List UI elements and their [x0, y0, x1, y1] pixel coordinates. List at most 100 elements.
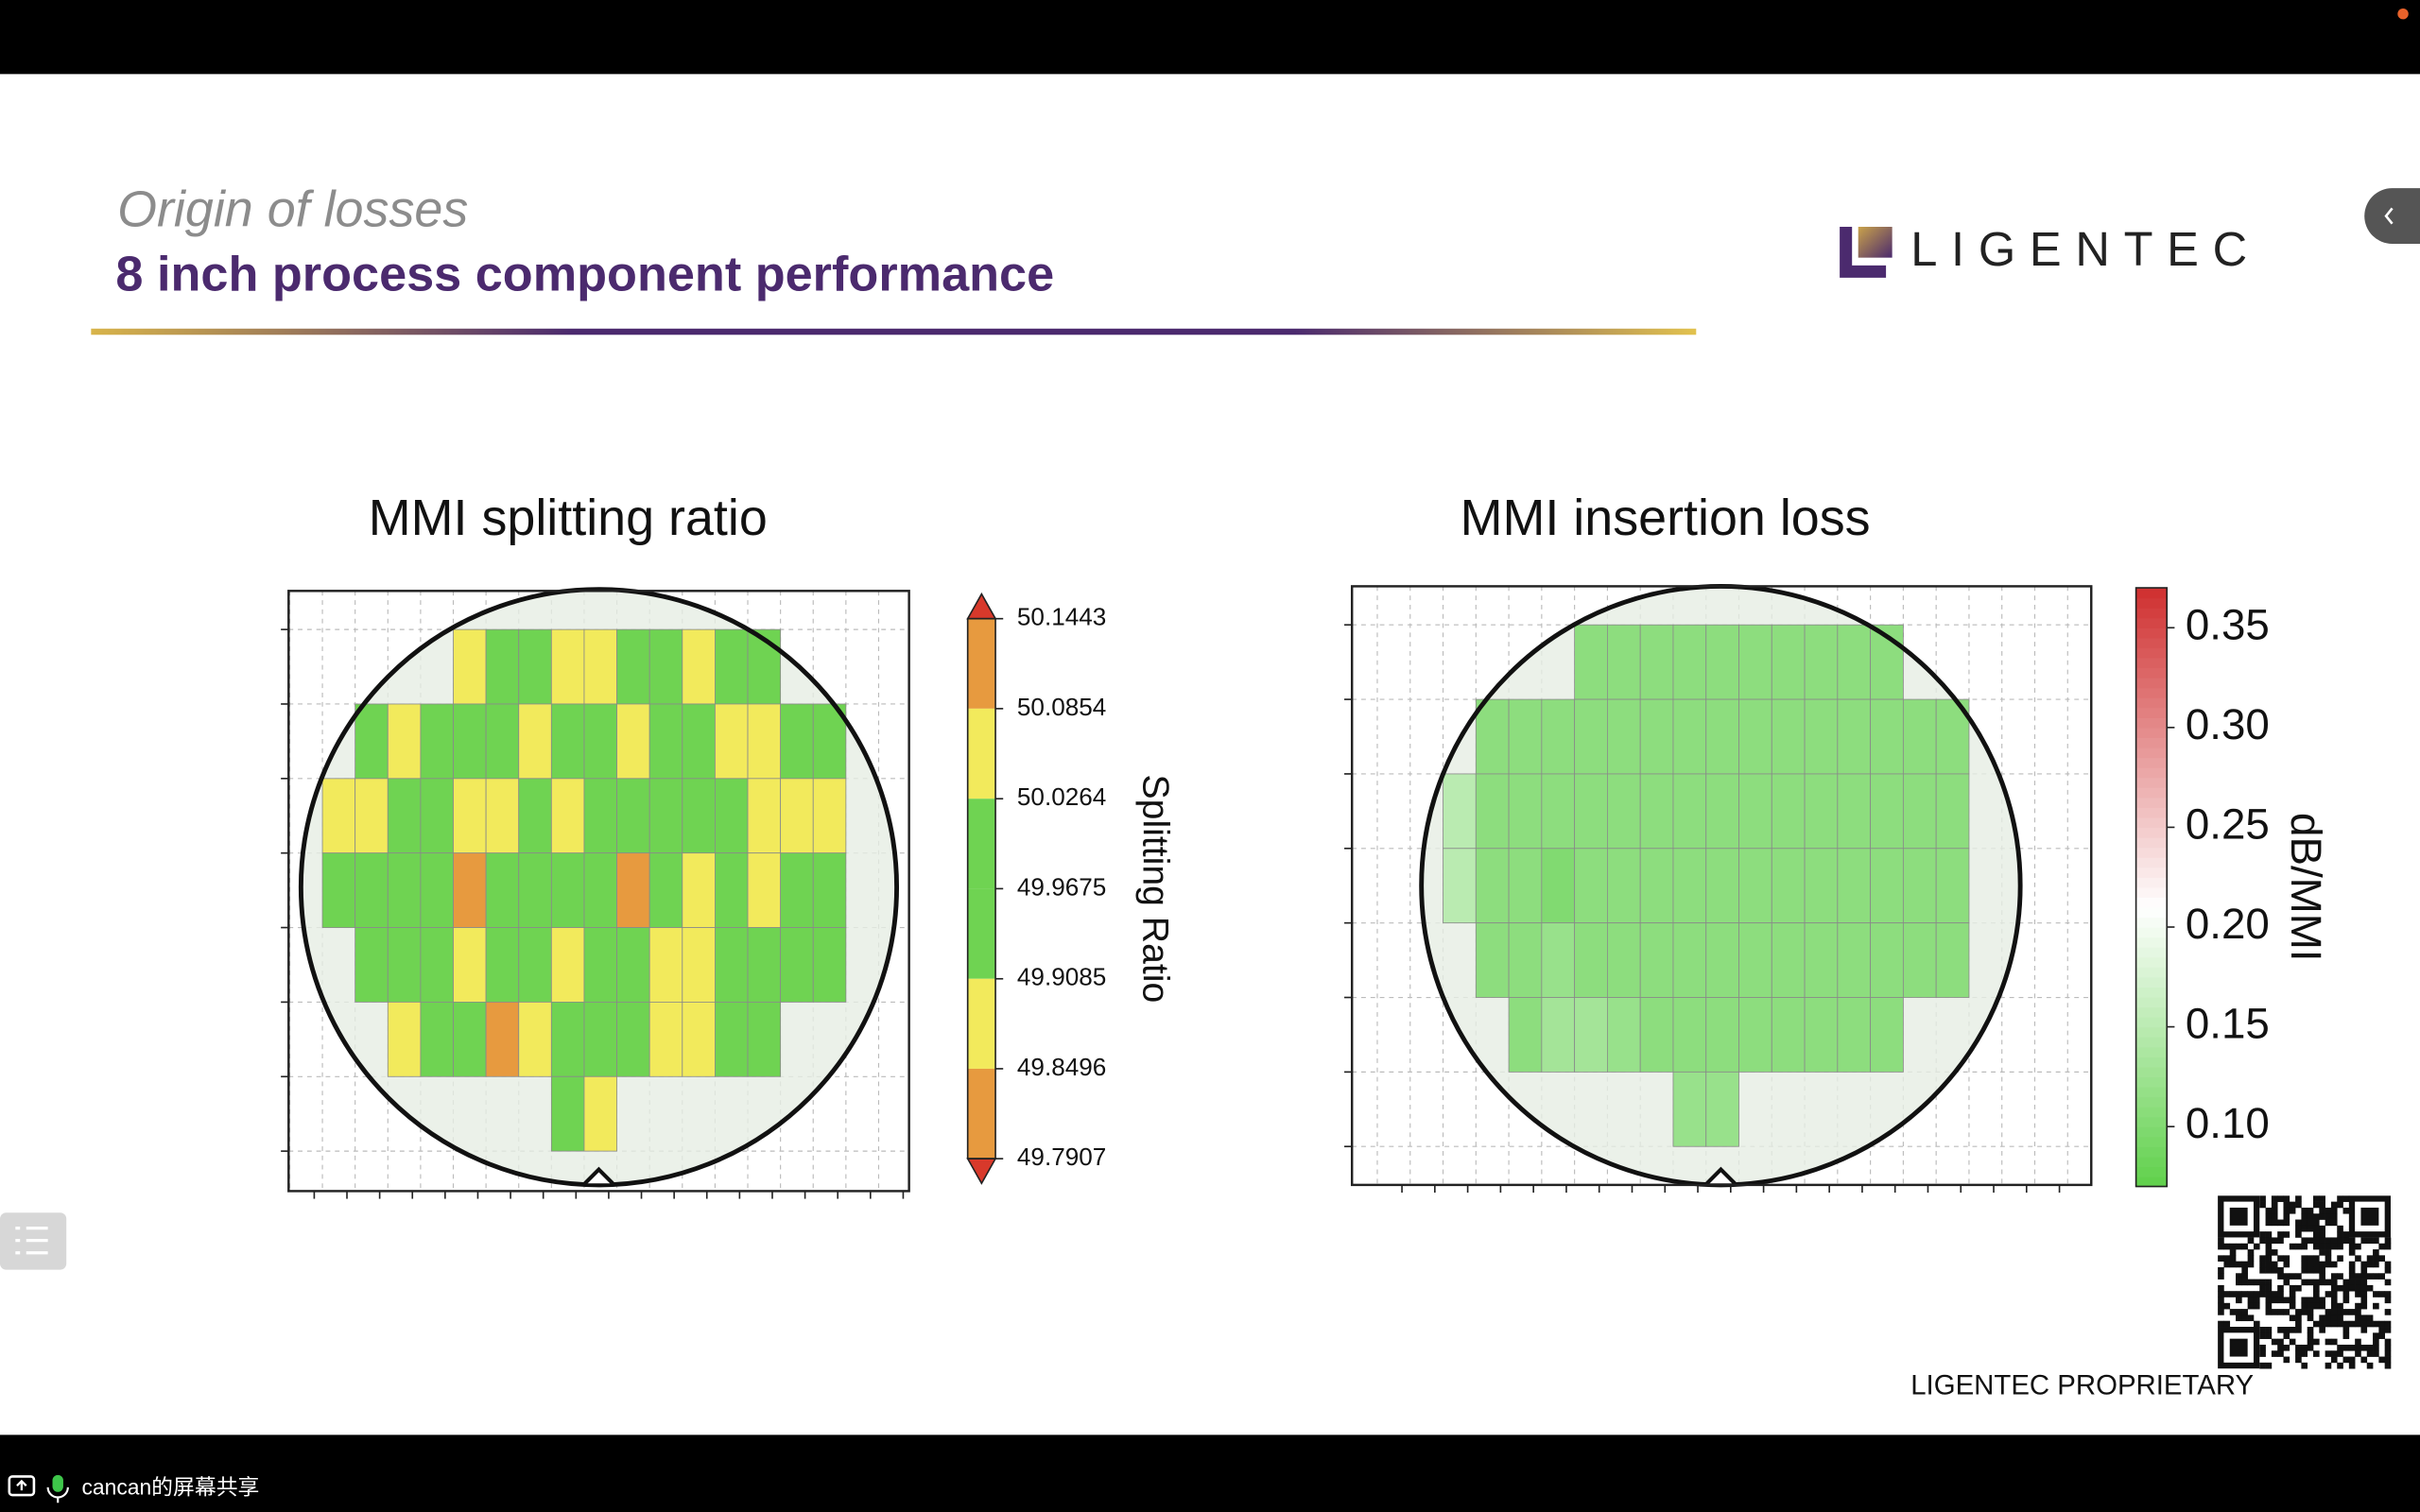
wafer-cell	[1607, 997, 1641, 1073]
wafer-cell	[387, 927, 422, 1003]
colorbar-bin	[967, 1068, 996, 1160]
colorbar-tick-label: 0.20	[2186, 900, 2270, 948]
colorbar-step	[2135, 917, 2168, 928]
wafer-cell	[616, 927, 650, 1003]
wafer-cell	[354, 927, 389, 1003]
colorbar-bin	[967, 708, 996, 799]
slide-kicker: Origin of losses	[117, 181, 468, 238]
colorbar-step	[2135, 647, 2168, 659]
colorbar-step	[2135, 967, 2168, 978]
wafer-cell	[485, 927, 520, 1003]
colorbar-tick-label: 49.7907	[1017, 1143, 1106, 1171]
wafer-cell	[1541, 922, 1576, 998]
wafer-cell	[420, 1002, 454, 1077]
colorbar-tick-label: 0.35	[2186, 600, 2270, 648]
colorbar-tick-label: 50.0854	[1017, 693, 1106, 721]
wafer-cell	[453, 852, 487, 928]
colorbar-step	[2135, 847, 2168, 858]
colorbar-step	[2135, 1057, 2168, 1068]
wafer-cell	[1804, 848, 1839, 924]
wafer-cell	[780, 778, 814, 854]
colorbar-step	[2135, 678, 2168, 689]
collapse-tab[interactable]	[2364, 188, 2420, 244]
wafer-cell	[682, 1002, 716, 1077]
colorbar-tick-label: 0.30	[2186, 700, 2270, 748]
wafer-cell	[1902, 922, 1937, 998]
menu-button[interactable]	[0, 1212, 67, 1270]
colorbar-frame	[2135, 587, 2169, 1188]
colorbar-step	[2135, 627, 2168, 639]
wafer-cell	[453, 1002, 487, 1077]
colorbar-step	[2135, 936, 2168, 948]
colorbar-step	[2135, 1156, 2168, 1168]
colorbar-step	[2135, 857, 2168, 868]
wafer-cell	[648, 1002, 683, 1077]
wafer-cell	[682, 628, 716, 705]
colorbar-step	[2135, 1166, 2168, 1177]
colorbar-step	[2135, 906, 2168, 919]
wafer-cell	[354, 703, 389, 780]
colorbar-step	[2135, 827, 2168, 838]
colorbar-step	[2135, 757, 2168, 768]
wafer-cell	[1607, 848, 1641, 924]
wafer-cell	[387, 1002, 422, 1077]
colorbar-tick-label: 49.8496	[1017, 1053, 1106, 1081]
colorbar-step	[2135, 877, 2168, 888]
wafer-cell	[485, 852, 520, 928]
colorbar-step	[2135, 1126, 2168, 1138]
wafer-cell	[518, 778, 552, 854]
wafer-cell	[354, 852, 389, 928]
wafer-cell	[1541, 698, 1576, 775]
colorbar-step	[2135, 797, 2168, 808]
wafer-cell	[648, 852, 683, 928]
wafer-cell	[550, 852, 585, 928]
wafer-cell	[1771, 773, 1806, 850]
colorbar-step	[2135, 687, 2168, 698]
wafer-cell	[682, 703, 716, 780]
colorbar-step	[2135, 987, 2168, 998]
wafer-cell	[387, 703, 422, 780]
colorbar-step	[2135, 1107, 2168, 1118]
chart-title: MMI insertion loss	[1461, 490, 1871, 546]
colorbar-step	[2135, 707, 2168, 718]
colorbar-step	[2135, 667, 2168, 679]
wafer-cell	[747, 1002, 782, 1077]
wafer-cell	[747, 778, 782, 854]
wafer-cell	[648, 628, 683, 705]
wafer-cell	[616, 703, 650, 780]
slide-title: 8 inch process component performance	[115, 248, 1054, 302]
mic-icon[interactable]	[46, 1474, 69, 1503]
share-icon[interactable]	[8, 1475, 36, 1497]
wafer-cell	[1837, 848, 1872, 924]
wafer-cell	[485, 703, 520, 780]
wafer-cell	[1837, 922, 1872, 998]
chart-title: MMI splitting ratio	[369, 490, 768, 546]
wafer-cell	[518, 927, 552, 1003]
colorbar-bin	[967, 978, 996, 1069]
wafer-cell	[1508, 848, 1543, 924]
colorbar-step	[2135, 747, 2168, 759]
wafer-cell	[485, 628, 520, 705]
colorbar-step	[2135, 777, 2168, 788]
wafer-cell	[453, 703, 487, 780]
wafer-cell	[616, 628, 650, 705]
wafer-cell	[714, 628, 749, 705]
colorbar-tick-label: 0.10	[2186, 1099, 2270, 1147]
wafer-cell	[583, 628, 617, 705]
wafer-cell	[1574, 624, 1608, 700]
wafer-cell	[747, 703, 782, 780]
wafer-cell	[550, 1075, 585, 1152]
wafer-cell	[1475, 922, 1510, 998]
wafer-cell	[1607, 922, 1641, 998]
colorbar-step	[2135, 836, 2168, 849]
wafer-cell	[648, 703, 683, 780]
plot-frame	[1350, 585, 2093, 1187]
wafer-cell	[1705, 698, 1739, 775]
wafer-cell	[1672, 922, 1707, 998]
wafer-cell	[485, 1002, 520, 1077]
colorbar-tick-label: 49.9675	[1017, 872, 1106, 901]
wafer-cell	[420, 703, 454, 780]
wafer-notch	[1705, 1166, 1737, 1185]
colorbar-step	[2135, 1086, 2168, 1098]
